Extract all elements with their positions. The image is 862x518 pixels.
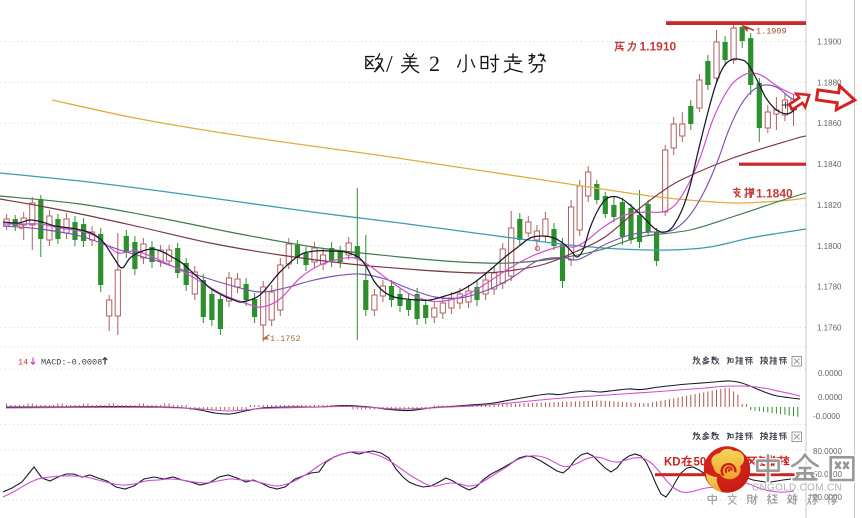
svg-text:1.1909: 1.1909 bbox=[756, 27, 787, 37]
svg-text:50: 50 bbox=[694, 457, 707, 469]
svg-text:1.1840: 1.1840 bbox=[817, 160, 842, 169]
svg-text:1.1760: 1.1760 bbox=[817, 324, 842, 333]
svg-text:1.1910: 1.1910 bbox=[640, 40, 677, 54]
svg-text:0.0000: 0.0000 bbox=[818, 393, 843, 402]
svg-text:80.0000: 80.0000 bbox=[813, 447, 842, 456]
svg-text:0.0000: 0.0000 bbox=[818, 369, 843, 378]
svg-text:KD: KD bbox=[664, 457, 681, 469]
svg-text:CNGOLD.COM.CN: CNGOLD.COM.CN bbox=[752, 483, 842, 494]
svg-text:1.1780: 1.1780 bbox=[817, 283, 842, 292]
svg-text:/: / bbox=[386, 52, 393, 78]
svg-text:1.1752: 1.1752 bbox=[270, 334, 301, 344]
svg-text:1.1900: 1.1900 bbox=[817, 38, 842, 47]
svg-text:1.1820: 1.1820 bbox=[817, 201, 842, 210]
svg-text:1.1800: 1.1800 bbox=[817, 242, 842, 251]
svg-text:1.1880: 1.1880 bbox=[817, 78, 842, 87]
svg-text:-0.0000: -0.0000 bbox=[813, 412, 841, 421]
svg-text:14: 14 bbox=[18, 358, 28, 368]
svg-text:2: 2 bbox=[429, 51, 440, 76]
svg-text:1.1840: 1.1840 bbox=[756, 187, 793, 201]
svg-text:50.0000: 50.0000 bbox=[813, 470, 842, 479]
svg-text:1.1860: 1.1860 bbox=[817, 119, 842, 128]
svg-text:MACD:-0.0008: MACD:-0.0008 bbox=[41, 358, 102, 368]
